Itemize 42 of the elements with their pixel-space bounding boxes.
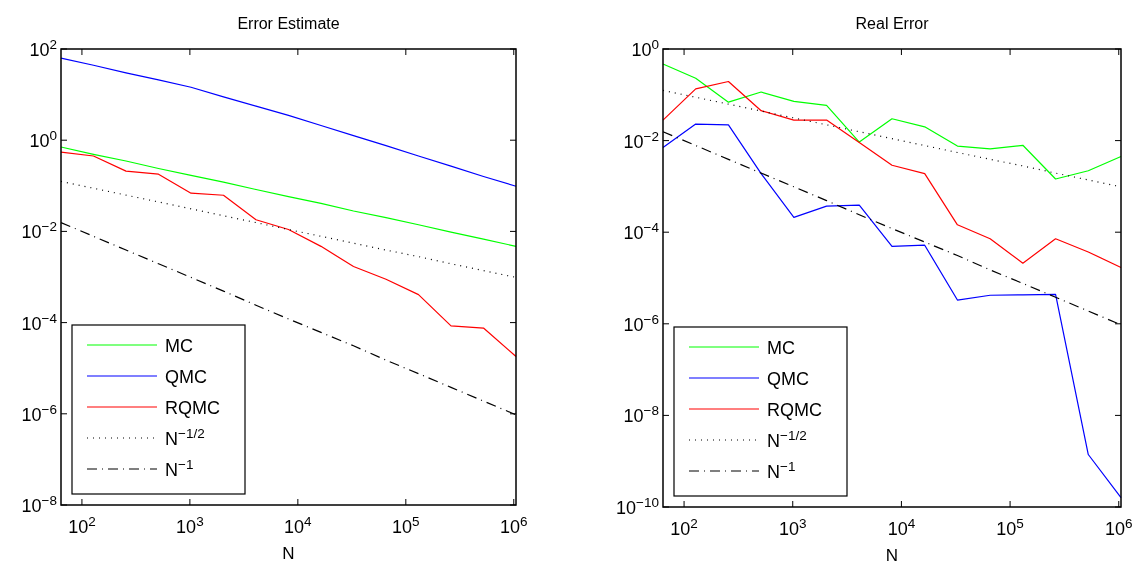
line-series — [662, 80, 1122, 269]
chart-title: Error Estimate — [237, 15, 340, 32]
y-tick-label: 10$^{−8}$ — [623, 402, 659, 427]
legend-label: QMC — [767, 369, 809, 389]
x-tick-label: 10$^{5}$ — [996, 515, 1024, 539]
x-tick-label: 10$^{4}$ — [284, 513, 313, 537]
x-tick-label: 10$^{3}$ — [176, 513, 204, 537]
legend-label: MC — [767, 338, 795, 358]
line-series — [60, 151, 517, 358]
chart-title: Real Error — [855, 15, 930, 32]
x-axis-title: N — [282, 544, 295, 563]
y-tick-label: 10$^{−4}$ — [21, 310, 58, 334]
x-tick-label: 10$^{6}$ — [500, 513, 528, 537]
x-axis-title: N — [885, 546, 899, 565]
y-tick-label: 10$^{−6}$ — [623, 311, 659, 335]
x-tick-label: 10$^{2}$ — [68, 513, 96, 537]
legend-label: RQMC — [767, 400, 822, 420]
y-tick-label: 10$^{−10}$ — [616, 494, 659, 518]
legend-label: QMC — [165, 367, 207, 387]
x-tick-label: 10$^{6}$ — [1104, 515, 1133, 539]
y-tick-label: 10$^{−2}$ — [21, 218, 57, 243]
y-tick-label: 10$^{−6}$ — [21, 401, 57, 425]
legend-label: N$^{−1}$ — [165, 456, 194, 480]
line-series — [60, 146, 517, 247]
x-tick-label: 10$^{5}$ — [392, 513, 420, 537]
x-tick-label: 10$^{2}$ — [670, 515, 698, 539]
line-series — [662, 123, 1122, 499]
y-tick-label: 10$^{0}$ — [29, 127, 57, 152]
y-tick-label: 10$^{−2}$ — [623, 128, 659, 152]
legend-label: N$^{−1/2}$ — [767, 427, 807, 451]
x-tick-label: 10$^{3}$ — [778, 515, 807, 539]
line-series — [60, 57, 517, 187]
legend-label: MC — [165, 336, 193, 356]
y-tick-label: 10$^{−8}$ — [21, 492, 57, 516]
y-tick-label: 10$^{2}$ — [29, 36, 57, 60]
legend-label: N$^{−1/2}$ — [165, 425, 205, 449]
line-series — [662, 63, 1122, 180]
y-tick-label: 10$^{−4}$ — [623, 219, 660, 244]
x-tick-label: 10$^{4}$ — [887, 515, 916, 539]
y-tick-label: 10$^{0}$ — [631, 36, 659, 60]
legend-label: N$^{−1}$ — [767, 458, 796, 482]
legend-label: RQMC — [165, 398, 220, 418]
